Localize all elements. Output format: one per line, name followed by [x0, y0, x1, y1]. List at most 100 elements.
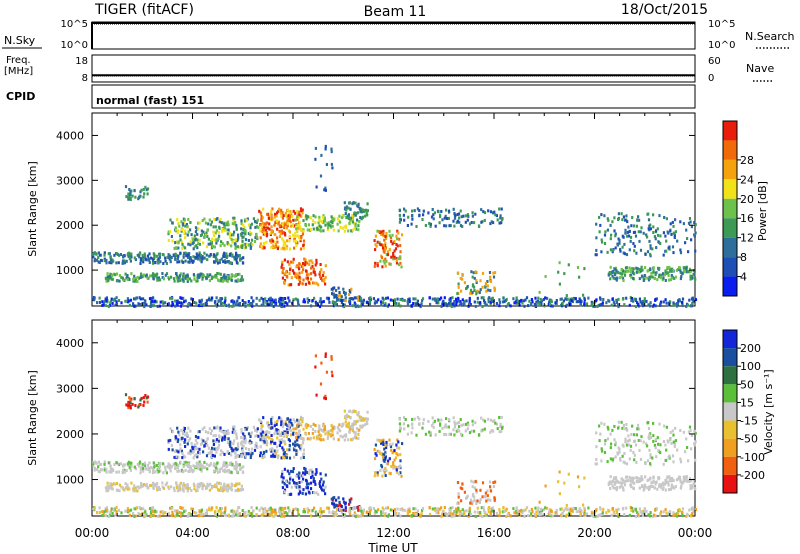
scatter-cell	[559, 507, 562, 511]
scatter-cell	[177, 254, 180, 258]
scatter-cell	[343, 225, 346, 229]
scatter-cell	[599, 223, 602, 227]
scatter-cell	[197, 257, 200, 261]
scatter-cell	[687, 221, 691, 225]
scatter-cell	[286, 433, 289, 436]
scatter-cell	[279, 232, 282, 236]
scatter-cell	[392, 463, 395, 467]
scatter-cell	[210, 508, 213, 512]
scatter-cell	[186, 304, 189, 308]
scatter-cell	[271, 298, 274, 302]
colorbar-tick-label: 20	[740, 193, 754, 206]
scatter-cell	[189, 449, 192, 453]
scatter-cell	[259, 242, 262, 246]
scatter-cell	[250, 431, 253, 435]
scatter-cell	[276, 456, 279, 460]
scatter-cell	[287, 493, 290, 497]
scatter-cell	[235, 251, 238, 255]
scatter-cell	[382, 244, 386, 248]
scatter-cell	[275, 236, 279, 240]
scatter-cell	[235, 223, 238, 227]
scatter-cell	[682, 475, 685, 479]
scatter-cell	[174, 466, 177, 470]
scatter-cell	[303, 257, 306, 261]
scatter-cell	[275, 428, 278, 432]
scatter-cell	[161, 462, 164, 466]
scatter-cell	[103, 253, 106, 257]
scatter-cell	[282, 422, 285, 426]
scatter-cell	[478, 500, 481, 504]
scatter-cell	[168, 277, 171, 281]
scatter-cell	[217, 439, 220, 443]
scatter-cell	[120, 485, 123, 489]
scatter-cell	[177, 229, 180, 233]
scatter-cell	[262, 232, 265, 236]
scatter-cell	[372, 507, 375, 510]
scatter-cell	[242, 436, 245, 440]
scatter-cell	[200, 300, 203, 304]
scatter-cell	[330, 287, 333, 291]
scatter-cell	[215, 218, 218, 222]
scatter-cell	[407, 299, 411, 303]
scatter-cell	[212, 439, 215, 443]
scatter-cell	[538, 303, 541, 307]
scatter-cell	[174, 252, 177, 256]
scatter-cell	[625, 475, 628, 479]
scatter-cell	[694, 249, 697, 253]
scatter-cell	[344, 433, 348, 437]
scatter-cell	[145, 483, 148, 486]
scatter-cell	[302, 219, 305, 223]
scatter-cell	[271, 239, 274, 243]
scatter-cell	[463, 490, 466, 494]
scatter-cell	[281, 419, 284, 423]
scatter-cell	[496, 218, 499, 222]
scatter-cell	[669, 477, 672, 481]
scatter-cell	[397, 263, 400, 267]
scatter-cell	[137, 486, 141, 490]
scatter-cell	[324, 186, 327, 190]
scatter-cell	[152, 276, 155, 280]
scatter-cell	[133, 507, 136, 511]
scatter-cell	[167, 238, 170, 242]
scatter-cell	[412, 297, 415, 301]
scatter-cell	[443, 425, 446, 429]
scatter-cell	[629, 239, 632, 243]
scatter-cell	[385, 232, 388, 235]
scatter-cell	[324, 485, 327, 489]
scatter-cell	[489, 303, 492, 306]
scatter-cell	[413, 209, 416, 213]
scatter-cell	[236, 454, 239, 458]
scatter-cell	[297, 435, 300, 439]
scatter-cell	[458, 513, 461, 517]
scatter-cell	[214, 434, 217, 438]
scatter-cell	[469, 303, 472, 306]
scatter-cell	[187, 242, 190, 246]
scatter-cell	[638, 448, 641, 452]
noise-panel	[91, 21, 696, 50]
scatter-cell	[669, 487, 672, 491]
scatter-cell	[498, 221, 501, 225]
scatter-cell	[384, 457, 387, 461]
scatter-cell	[177, 276, 180, 280]
scatter-cell	[293, 235, 296, 238]
scatter-cell	[103, 462, 106, 466]
scatter-cell	[236, 256, 239, 260]
scatter-cell	[288, 420, 291, 424]
scatter-cell	[284, 297, 287, 300]
scatter-cell	[411, 217, 414, 221]
scatter-cell	[202, 465, 205, 469]
scatter-cell	[299, 456, 303, 460]
scatter-cell	[181, 451, 184, 455]
scatter-cell	[123, 470, 127, 474]
scatter-cell	[659, 302, 662, 306]
scatter-cell	[294, 420, 297, 424]
scatter-cell	[327, 432, 330, 435]
scatter-cell	[676, 304, 679, 308]
scatter-cell	[216, 447, 219, 451]
scatter-cell	[242, 228, 245, 231]
scatter-cell	[104, 304, 107, 308]
scatter-cell	[646, 479, 649, 483]
scatter-cell	[221, 511, 224, 515]
scatter-cell	[443, 224, 446, 228]
scatter-cell	[157, 276, 160, 280]
